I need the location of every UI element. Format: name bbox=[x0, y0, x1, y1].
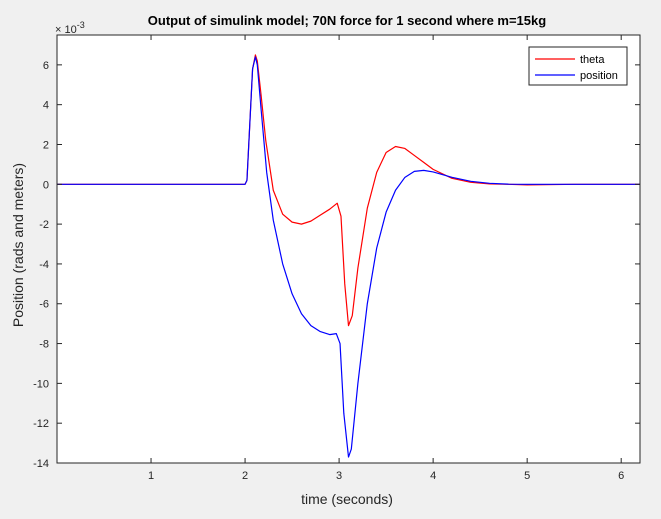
y-tick-label: -6 bbox=[39, 299, 49, 311]
x-tick-label: 5 bbox=[524, 470, 530, 482]
y-tick-label: -2 bbox=[39, 219, 49, 231]
y-tick-label: -12 bbox=[33, 418, 49, 430]
y-tick-label: -14 bbox=[33, 458, 49, 470]
y-tick-label: -4 bbox=[39, 259, 49, 271]
y-axis-ticks: -14 -12 -10 -8 -6 -4 -2 0 2 4 6 bbox=[33, 60, 640, 470]
y-axis-exponent: × 10-3 bbox=[55, 20, 85, 36]
axes-frame bbox=[56, 34, 641, 464]
chart-title: Output of simulink model; 70N force for … bbox=[148, 13, 546, 28]
exponent-power: -3 bbox=[77, 20, 85, 30]
plot-area: 1 2 3 4 5 6 -14 -12 -10 -8 -6 -4 -2 0 2 4 6 bbox=[33, 34, 641, 482]
axes-background bbox=[57, 35, 640, 463]
y-tick-label: 4 bbox=[43, 100, 49, 112]
y-tick-label: -10 bbox=[33, 378, 49, 390]
x-axis-label: time (seconds) bbox=[301, 491, 393, 507]
x-tick-label: 4 bbox=[430, 470, 436, 482]
series-line-position bbox=[57, 56, 640, 458]
legend: theta position bbox=[528, 46, 628, 86]
x-tick-label: 1 bbox=[148, 470, 154, 482]
exponent-base: × 10 bbox=[55, 24, 77, 36]
legend-label-position: position bbox=[580, 70, 618, 82]
y-tick-label: 2 bbox=[43, 139, 49, 151]
x-tick-label: 6 bbox=[618, 470, 624, 482]
y-tick-label: 0 bbox=[43, 179, 49, 191]
x-tick-label: 3 bbox=[336, 470, 342, 482]
y-axis-label: Position (rads and meters) bbox=[10, 163, 26, 327]
y-tick-label: 6 bbox=[43, 60, 49, 72]
x-tick-label: 2 bbox=[242, 470, 248, 482]
legend-label-theta: theta bbox=[580, 54, 605, 66]
legend-box bbox=[528, 46, 628, 86]
series-lines bbox=[57, 54, 640, 458]
y-tick-label: -8 bbox=[39, 339, 49, 351]
x-axis-ticks: 1 2 3 4 5 6 bbox=[148, 35, 624, 482]
